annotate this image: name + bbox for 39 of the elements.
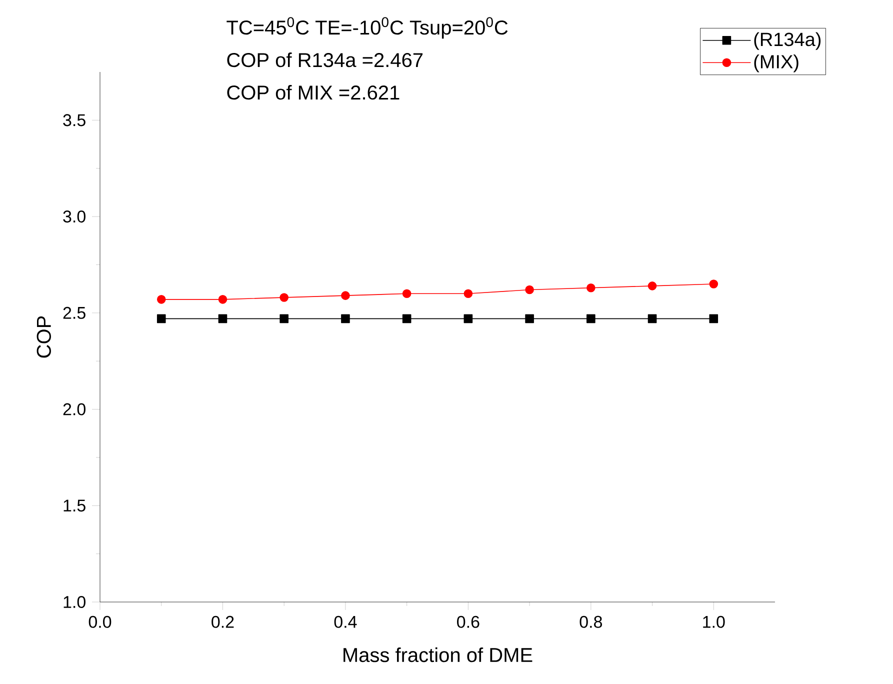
point bbox=[280, 293, 288, 302]
point bbox=[648, 314, 657, 324]
x-tick-label: 1.0 bbox=[703, 616, 725, 628]
point bbox=[341, 291, 350, 300]
point bbox=[402, 314, 412, 324]
point bbox=[525, 314, 534, 324]
point bbox=[280, 314, 288, 324]
y-tick-label: 1.0 bbox=[64, 596, 86, 608]
x-tick-label: 0.2 bbox=[212, 616, 234, 628]
x-tick-label: 0.4 bbox=[334, 616, 357, 628]
text: COP of R134a =2.467 bbox=[227, 52, 423, 68]
legend-label: (MIX) bbox=[754, 54, 798, 72]
point bbox=[341, 314, 350, 324]
point bbox=[218, 314, 228, 324]
x-axis-title: Mass fraction of DME bbox=[344, 647, 532, 662]
x-tick-label: 0.0 bbox=[88, 616, 112, 628]
y-tick-label: 2.5 bbox=[63, 306, 86, 319]
text: TC=45$^{0}$C TE=-10$^{0}$C Tsup=20$^{0}$C bbox=[226, 17, 508, 39]
point bbox=[709, 280, 718, 288]
point bbox=[156, 314, 166, 324]
point bbox=[709, 314, 718, 324]
point bbox=[586, 283, 596, 292]
y-axis-title: COP bbox=[36, 316, 51, 358]
y-tick-label: 1.5 bbox=[64, 500, 86, 512]
legend-label: (R134a) bbox=[754, 32, 821, 50]
point bbox=[464, 289, 473, 298]
point bbox=[218, 295, 228, 304]
point bbox=[156, 295, 166, 304]
y-tick-label: 3.5 bbox=[63, 114, 86, 126]
point bbox=[402, 289, 412, 298]
point bbox=[586, 314, 596, 324]
y-tick-label: 3.0 bbox=[63, 210, 86, 223]
point bbox=[464, 314, 473, 324]
y-tick-label: 2.0 bbox=[63, 403, 86, 416]
point bbox=[648, 282, 657, 290]
point bbox=[525, 285, 534, 294]
x-tick-label: 0.8 bbox=[580, 616, 602, 628]
annotation: COP of MIX =2.621 bbox=[227, 84, 400, 100]
x-tick-label: 0.6 bbox=[457, 616, 480, 628]
